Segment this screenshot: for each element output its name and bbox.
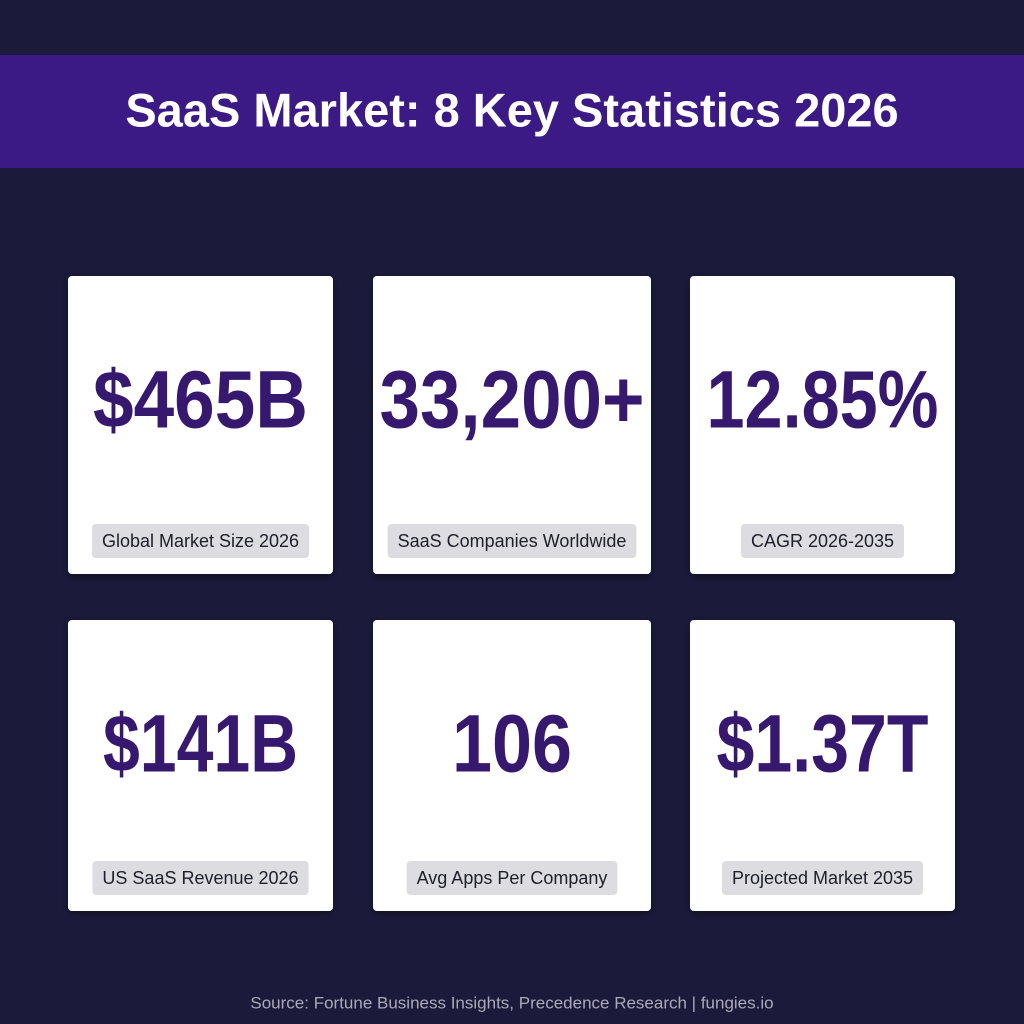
card-bg [373, 276, 651, 574]
card-bg [373, 620, 651, 911]
stat-label: Global Market Size 2026 [102, 531, 299, 551]
label-pill [721, 861, 924, 895]
label-pill [406, 861, 618, 895]
stat-value: 106 [452, 699, 572, 790]
stat-card: $1.37T Projected Market 2035 [690, 620, 955, 911]
stat-value: $465B [93, 355, 308, 446]
card-bg [690, 276, 955, 574]
stat-card: 12.85% CAGR 2026-2035 [690, 276, 955, 574]
cards: $465B Global Market Size 2026 33,200+ SaaS … [68, 276, 955, 911]
label-pill [387, 524, 637, 558]
card-bg [690, 620, 955, 911]
stat-card: $141B US SaaS Revenue 2026 [68, 620, 333, 911]
stat-value: 12.85% [707, 355, 939, 446]
label-pill [740, 524, 905, 558]
title: SaaS Market: 8 Key Statistics 2026 [125, 83, 898, 136]
stat-label: Avg Apps Per Company [417, 868, 608, 888]
label-pill [92, 861, 309, 895]
stat-value: 33,200+ [380, 355, 645, 446]
stat-label: SaaS Companies Worldwide [398, 531, 627, 551]
stat-card: 106 Avg Apps Per Company [373, 620, 651, 911]
header-band [0, 55, 1024, 168]
stat-card: $465B Global Market Size 2026 [68, 276, 333, 574]
label-pill [91, 524, 310, 558]
stat-label: Projected Market 2035 [732, 868, 913, 888]
card-bg [68, 276, 333, 574]
stat-value: $1.37T [717, 699, 929, 790]
stat-label: US SaaS Revenue 2026 [102, 868, 298, 888]
stat-card: 33,200+ SaaS Companies Worldwide [373, 276, 651, 574]
footer-source: Source: Fortune Business Insights, Prece… [250, 993, 773, 1012]
stat-value: $141B [103, 699, 298, 790]
stat-label: CAGR 2026-2035 [751, 531, 894, 551]
card-bg [68, 620, 333, 911]
